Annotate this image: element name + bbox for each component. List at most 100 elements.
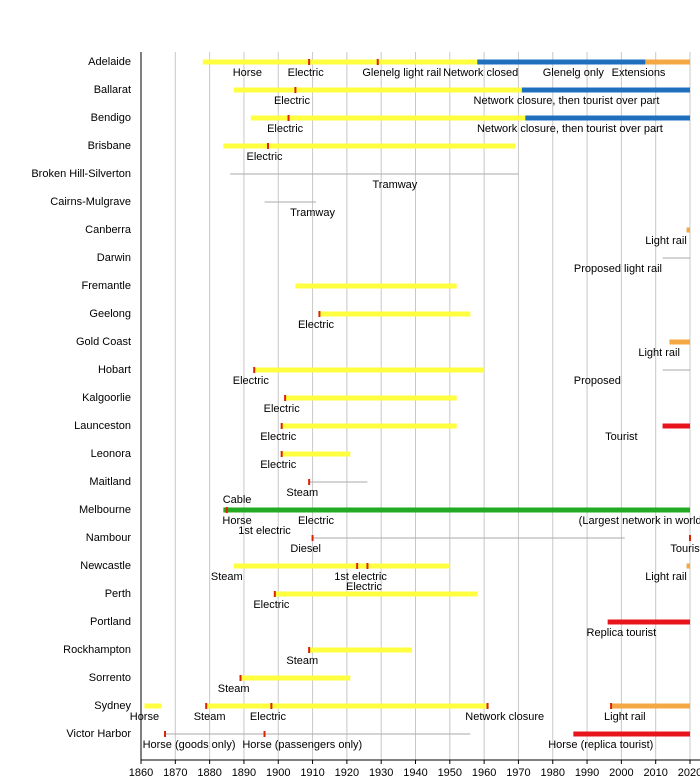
- event-tick: [287, 115, 290, 121]
- event-label: Electric: [298, 319, 335, 331]
- span-line: [230, 173, 519, 175]
- span-bar: [521, 87, 690, 93]
- span-bar: [319, 311, 471, 317]
- event-label: Horse: [222, 515, 251, 527]
- span-bar: [525, 115, 690, 121]
- span-bar: [662, 423, 690, 429]
- event-label: Steam: [218, 683, 250, 695]
- event-tick: [284, 395, 287, 401]
- event-label: Electric: [267, 123, 304, 135]
- event-label: Steam: [211, 571, 243, 583]
- row-label: Rockhampton: [63, 644, 131, 656]
- x-tick-label: 1910: [300, 767, 324, 779]
- event-label: Proposed: [574, 375, 621, 387]
- span-bar: [611, 703, 690, 709]
- event-label: Diesel: [290, 543, 321, 555]
- event-label: Horse (goods only): [143, 739, 236, 751]
- row-label: Canberra: [85, 224, 132, 236]
- span-bar: [254, 367, 485, 373]
- span-bar: [669, 339, 690, 345]
- event-tick: [308, 59, 311, 65]
- event-tick: [164, 731, 167, 737]
- event-tick: [308, 479, 311, 485]
- span-bar: [573, 731, 690, 737]
- event-tick: [366, 563, 369, 569]
- row-label: Nambour: [86, 532, 132, 544]
- event-label: Electric: [253, 599, 290, 611]
- span-line: [662, 257, 690, 259]
- event-label: Electric: [346, 581, 383, 593]
- event-label: Horse (passengers only): [242, 739, 362, 751]
- event-label: Light rail: [604, 711, 646, 723]
- span-bar: [295, 283, 457, 289]
- row-label: Kalgoorlie: [82, 392, 131, 404]
- span-bar: [223, 143, 516, 149]
- event-label: Horse (replica tourist): [548, 739, 653, 751]
- event-label: Light rail: [645, 571, 687, 583]
- row-label: Adelaide: [88, 56, 131, 68]
- row-label: Fremantle: [81, 280, 131, 292]
- event-label: Electric: [274, 95, 311, 107]
- span-bar: [285, 395, 457, 401]
- row-label: Broken Hill-Silverton: [31, 168, 131, 180]
- event-tick: [689, 535, 691, 541]
- event-tick: [294, 87, 297, 93]
- event-label: Electric: [288, 67, 325, 79]
- event-tick: [263, 731, 266, 737]
- event-label: Electric: [233, 375, 270, 387]
- row-label: Cairns-Mulgrave: [50, 196, 131, 208]
- event-label: Tramway: [290, 207, 335, 219]
- row-label: Gold Coast: [76, 336, 131, 348]
- event-tick: [356, 563, 359, 569]
- row-label: Ballarat: [94, 84, 131, 96]
- event-label: Steam: [286, 655, 318, 667]
- event-tick: [376, 59, 379, 65]
- event-label: Tourist: [605, 431, 637, 443]
- span-line: [662, 369, 690, 371]
- event-label: Steam: [194, 711, 226, 723]
- span-line: [312, 537, 625, 539]
- row-label: Sorrento: [89, 672, 131, 684]
- event-label: Electric: [260, 431, 297, 443]
- event-tick: [225, 507, 228, 513]
- span-bar: [281, 423, 457, 429]
- span-bar: [250, 115, 526, 121]
- event-label: Electric: [250, 711, 287, 723]
- event-label: 1st electric: [334, 571, 387, 583]
- row-label: Perth: [105, 588, 131, 600]
- span-bar: [607, 619, 690, 625]
- x-tick-label: 1860: [129, 767, 153, 779]
- x-tick-label: 1970: [506, 767, 530, 779]
- span-bar: [202, 59, 478, 65]
- x-tick-label: 1960: [472, 767, 496, 779]
- span-bar: [477, 59, 646, 65]
- event-label: Steam: [286, 487, 318, 499]
- event-label: Replica tourist: [587, 627, 657, 639]
- event-tick: [253, 367, 256, 373]
- span-bar: [233, 87, 522, 93]
- span-line: [165, 733, 471, 735]
- event-label: Glenelg only: [543, 67, 605, 79]
- event-label: Light rail: [645, 235, 687, 247]
- span-bar: [233, 563, 450, 569]
- row-label: Portland: [90, 616, 131, 628]
- event-tick: [266, 143, 269, 149]
- row-label: Geelong: [89, 308, 131, 320]
- event-label: Horse: [130, 711, 159, 723]
- event-label: Electric: [264, 403, 301, 415]
- span-bar: [645, 59, 690, 65]
- span-bar: [281, 451, 351, 457]
- event-label: Light rail: [638, 347, 680, 359]
- event-label: Tramway: [372, 179, 417, 191]
- event-tick: [280, 423, 283, 429]
- event-label: Cable: [223, 494, 252, 506]
- event-label: (Largest network in world): [579, 515, 700, 527]
- event-label: Electric: [260, 459, 297, 471]
- event-tick: [239, 675, 242, 681]
- span-bar: [144, 703, 162, 709]
- x-tick-label: 2010: [643, 767, 667, 779]
- x-tick-label: 1900: [266, 767, 290, 779]
- span-line: [264, 201, 316, 203]
- row-label: Hobart: [98, 364, 131, 376]
